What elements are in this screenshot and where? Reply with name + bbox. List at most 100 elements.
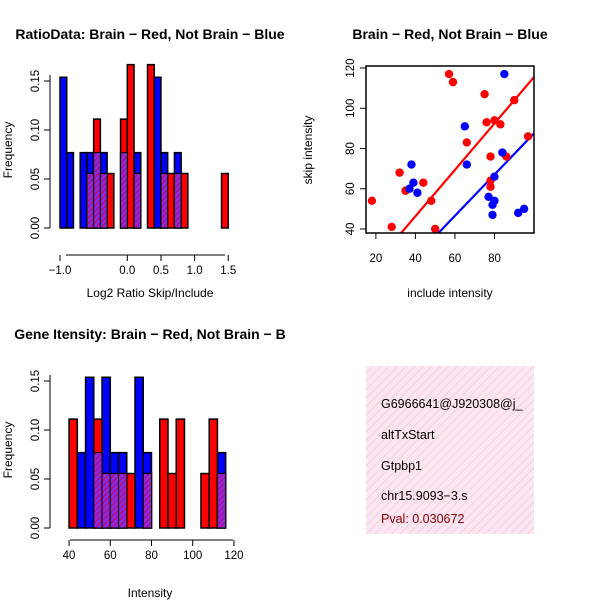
- gene-intensity-histogram-panel: Gene Itensity: Brain − Red, Not Brain − …: [1, 326, 286, 600]
- gene-intensity-x-ticks: 40 60 80 100 120: [63, 540, 244, 562]
- info-pvalue: Pval: 0.030672: [381, 512, 464, 526]
- overlap-bar-3: [120, 152, 128, 229]
- y-tick-label: 0.15: [30, 370, 42, 392]
- brain-bar-5: [126, 63, 135, 229]
- not-brain-point-13: [513, 208, 523, 218]
- ratio-y-ticks: 0.00 0.05 0.10 0.15: [30, 70, 50, 239]
- overlap-bar-5: [160, 173, 169, 229]
- overlap-bar-2: [99, 173, 108, 229]
- not-brain-point-11: [498, 148, 507, 157]
- brain-point-8: [448, 77, 458, 87]
- info-event-type: altTxStart: [381, 428, 435, 442]
- x-tick-label: 80: [488, 253, 501, 265]
- brain-point-12: [486, 152, 495, 161]
- not-brain-bar-1: [84, 376, 95, 529]
- x-tick-label: 0.0: [119, 265, 135, 277]
- brain-point-6: [430, 224, 440, 233]
- y-tick-label: 80: [345, 142, 357, 155]
- brain-bar-3: [106, 172, 115, 229]
- not-brain-bar-1: [65, 151, 75, 229]
- brain-point-0: [367, 196, 377, 206]
- x-tick-label: 40: [63, 550, 76, 562]
- scatter-points: [367, 69, 533, 233]
- scatter-y-ticks: 40 60 80 100 120: [345, 58, 366, 235]
- not-brain-point-14: [519, 204, 529, 214]
- ratio-histogram-bars: [59, 63, 230, 229]
- overlap-bar-2: [109, 473, 120, 529]
- overlap-bar-6: [173, 173, 182, 229]
- overlap-bar-4: [142, 473, 153, 529]
- brain-bar-9: [166, 172, 176, 229]
- not-brain-point-8: [488, 210, 497, 220]
- scatter-x-ticks: 20 40 60 80: [369, 233, 501, 265]
- gene-intensity-bars: [68, 376, 227, 529]
- not-brain-point-10: [490, 172, 499, 181]
- not-brain-point-2: [409, 178, 418, 187]
- gene-intensity-title: Gene Itensity: Brain − Red, Not Brain − …: [14, 326, 286, 342]
- info-panel: G6966641@J920308@j_ altTxStart Gtpbp1 ch…: [366, 366, 534, 534]
- not-brain-point-9: [490, 196, 499, 206]
- overlap-bar-3: [118, 473, 128, 529]
- brain-point-9: [462, 138, 471, 147]
- brain-point-13: [486, 182, 495, 191]
- y-tick-label: 0.05: [30, 168, 42, 190]
- x-tick-label: 1.0: [187, 265, 203, 277]
- brain-point-2: [395, 168, 404, 177]
- brain-bar-7: [158, 418, 169, 529]
- not-brain-point-6: [484, 192, 493, 201]
- x-tick-label: 120: [224, 550, 243, 562]
- brain-bar-12: [220, 172, 230, 229]
- info-gene-name: Gtpbp1: [381, 459, 422, 473]
- not-brain-point-5: [462, 160, 471, 169]
- ratio-x-axis-label: Log2 Ratio Skip/Include: [87, 286, 214, 300]
- not-brain-point-3: [413, 188, 422, 197]
- brain-bar-11: [180, 172, 189, 229]
- brain-bar-0: [68, 418, 79, 529]
- y-tick-label: 60: [345, 182, 357, 195]
- brain-point-7: [444, 69, 454, 79]
- gene-intensity-y-axis-label: Frequency: [1, 422, 15, 479]
- info-panel-background: [366, 366, 534, 534]
- brain-point-16: [496, 120, 505, 129]
- intensity-scatter-panel: Brain − Red, Not Brain − Blue 20 40 60 80 4…: [301, 26, 548, 300]
- scatter-fit-lines: [399, 76, 534, 233]
- not-brain-point-4: [460, 122, 470, 131]
- ratio-x-ticks: −1.0 0.0 0.5 1.0 1.5: [49, 255, 236, 277]
- not-brain-bar-6: [134, 376, 145, 529]
- y-tick-label: 0.00: [30, 217, 42, 239]
- info-coordinates: chr15.9093−3.s: [381, 489, 468, 503]
- scatter-x-axis-label: include intensity: [407, 286, 492, 300]
- info-event-id: G6966641@J920308@j_: [381, 397, 524, 411]
- x-tick-label: 1.5: [220, 265, 236, 277]
- y-tick-label: 0.00: [30, 517, 42, 539]
- ratio-y-axis-label: Frequency: [1, 122, 15, 179]
- scatter-plot-box: [365, 65, 535, 234]
- y-tick-label: 0.10: [30, 419, 42, 441]
- y-tick-label: 0.05: [30, 468, 42, 490]
- not-brain-bar-8: [153, 76, 162, 229]
- brain-point-1: [387, 222, 396, 232]
- x-tick-label: 80: [145, 550, 158, 562]
- x-tick-label: 0.5: [153, 265, 169, 277]
- brain-point-10: [480, 89, 489, 99]
- brain-bar-9: [175, 418, 186, 529]
- not-brain-point-1: [407, 160, 416, 169]
- overlap-bar-1: [93, 152, 101, 229]
- scatter-y-axis-label: skip intensity: [301, 116, 315, 185]
- not-brain-fit-line: [436, 132, 534, 233]
- brain-bar-10: [200, 472, 210, 529]
- y-tick-label: 40: [345, 223, 357, 236]
- x-tick-label: 60: [449, 253, 462, 265]
- overlap-bar-4: [133, 173, 142, 229]
- overlap-bar-1: [101, 473, 111, 529]
- brain-bar-7: [146, 63, 155, 229]
- gene-intensity-y-ticks: 0.00 0.05 0.10 0.15: [30, 370, 50, 539]
- y-tick-label: 120: [345, 58, 357, 77]
- ratio-histogram-title: RatioData: Brain − Red, Not Brain − Blue: [15, 26, 284, 42]
- brain-bar-11: [208, 418, 219, 529]
- gene-intensity-x-axis-label: Intensity: [128, 586, 173, 600]
- brain-fit-line: [399, 76, 534, 233]
- y-tick-label: 0.15: [30, 70, 42, 92]
- brain-point-18: [510, 96, 519, 105]
